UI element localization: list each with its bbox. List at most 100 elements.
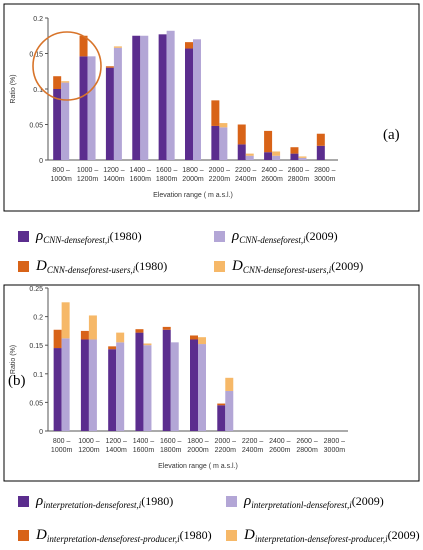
legend-subscript: interpretationl-denseforest,i xyxy=(251,500,352,510)
bar-d-2009 xyxy=(61,81,70,83)
chart-b: 0 0.05 0.1 0.15 0.2 0.25 Ratio (%) 800 – 1000m 10… xyxy=(3,284,420,482)
legend-subscript: interpretation-denseforest-producer,i xyxy=(254,534,388,544)
bar-d-1980 xyxy=(217,403,226,406)
chart-frame xyxy=(3,284,420,482)
bar-d-1980 xyxy=(53,329,62,349)
bar-d-1980 xyxy=(264,130,273,153)
bar-rho-1980 xyxy=(316,145,325,160)
legend-swatch xyxy=(214,261,225,272)
y-axis-label: Ratio (%) xyxy=(10,74,17,103)
legend-symbol: ρ xyxy=(232,228,240,244)
x-tick-label: 2400 – xyxy=(269,438,291,445)
y-tick-label: 0.2 xyxy=(33,315,43,322)
bar-d-2009 xyxy=(116,332,125,343)
x-tick-label: 2000m xyxy=(187,447,209,454)
x-tick-label: 2200 – xyxy=(235,167,257,174)
y-tick-label: 0.25 xyxy=(29,286,43,293)
bar-d-1980 xyxy=(108,346,117,350)
x-tick-label: 1000 – xyxy=(78,438,100,445)
legend-b-item-3: Dinterpretation-denseforest-producer,i(1… xyxy=(18,527,212,544)
bar-rho-2009 xyxy=(170,342,179,431)
y-tick-label: 0.15 xyxy=(29,52,43,59)
bar-rho-2009 xyxy=(245,155,254,160)
chart-frame xyxy=(3,3,420,212)
bar-d-1980 xyxy=(190,335,198,340)
y-tick-label: 0 xyxy=(39,429,43,436)
x-tick-label: 1800 – xyxy=(182,167,204,174)
y-tick-label: 0.15 xyxy=(29,343,43,350)
x-tick-label: 1000m xyxy=(50,176,72,183)
legend-symbol: ρ xyxy=(36,228,44,244)
y-tick-label: 0.1 xyxy=(33,372,43,379)
x-tick-label: 1600 – xyxy=(160,438,182,445)
legend-swatch xyxy=(214,231,225,242)
bar-rho-2009 xyxy=(143,345,152,431)
x-tick-label: 2600 – xyxy=(288,167,310,174)
x-tick-label: 1000 – xyxy=(77,167,99,174)
x-tick-label: 2800m xyxy=(296,447,318,454)
x-tick-label: 2200m xyxy=(209,176,231,183)
x-tick-label: 2800 – xyxy=(324,438,346,445)
x-tick-label: 1800m xyxy=(156,176,178,183)
bar-rho-2009 xyxy=(116,342,125,431)
bar-d-1980 xyxy=(80,330,89,340)
legend-swatch xyxy=(18,231,29,242)
legend-symbol: ρ xyxy=(244,493,252,509)
legend-subscript: CNN-denseforest-users,i xyxy=(46,265,136,275)
bar-rho-2009 xyxy=(140,35,149,160)
legend-swatch xyxy=(226,530,237,541)
legend-year: (2009) xyxy=(305,229,338,243)
x-tick-label: 1600m xyxy=(130,176,152,183)
bar-rho-1980 xyxy=(158,34,167,160)
legend-a-item-1: ρCNN-denseforest,i(1980) xyxy=(18,228,142,245)
x-tick-label: 2600m xyxy=(269,447,291,454)
legend-b-item-2: ρinterpretationl-denseforest,i(2009) xyxy=(226,493,384,510)
legend-subscript: interpretation-denseforest-producer,i xyxy=(46,534,180,544)
y-tick-label: 0.2 xyxy=(33,16,43,23)
bar-rho-1980 xyxy=(217,405,226,431)
bar-d-2009 xyxy=(61,302,70,339)
x-tick-label: 1200m xyxy=(78,447,100,454)
bar-d-1980 xyxy=(135,329,144,333)
x-tick-label: 1400m xyxy=(105,447,127,454)
x-tick-label: 2000m xyxy=(182,176,204,183)
bar-d-1980 xyxy=(105,66,114,68)
bar-rho-1980 xyxy=(80,339,89,431)
legend-symbol: D xyxy=(232,258,243,274)
x-tick-label: 800 – xyxy=(52,167,70,174)
y-tick-label: 0.05 xyxy=(29,123,43,130)
bar-d-2009 xyxy=(225,377,234,391)
panel-label-b: (b) xyxy=(8,373,26,389)
y-tick-label: 0.05 xyxy=(29,400,43,407)
x-tick-label: 1200 – xyxy=(103,167,125,174)
bar-d-2009 xyxy=(88,315,97,340)
bar-d-1980 xyxy=(237,124,246,145)
bar-rho-2009 xyxy=(198,344,206,431)
bar-rho-2009 xyxy=(219,127,228,160)
bar-d-1980 xyxy=(316,133,325,146)
legend-year: (2009) xyxy=(351,494,384,508)
x-tick-label: 3000m xyxy=(314,176,336,183)
x-tick-label: 1600 – xyxy=(156,167,178,174)
bar-rho-2009 xyxy=(61,338,70,431)
bar-d-1980 xyxy=(185,42,193,49)
bar-rho-1980 xyxy=(132,35,141,160)
bar-d-2009 xyxy=(298,156,307,158)
legend-b-item-4: Dinterpretation-denseforest-producer,i(2… xyxy=(226,527,420,544)
x-tick-label: 1400 – xyxy=(133,438,155,445)
legend-symbol: ρ xyxy=(36,493,44,509)
x-tick-label: 800 – xyxy=(53,438,71,445)
legend-subscript: CNN-denseforest,i xyxy=(239,235,306,245)
legend-swatch xyxy=(18,261,29,272)
bar-rho-1980 xyxy=(290,153,299,160)
x-tick-label: 2800m xyxy=(288,176,310,183)
bar-rho-2009 xyxy=(88,339,97,431)
y-tick-label: 0 xyxy=(39,158,43,165)
bar-d-1980 xyxy=(211,100,220,126)
bar-d-2009 xyxy=(143,343,152,346)
bar-rho-1980 xyxy=(108,349,117,431)
legend-a-item-2: ρCNN-denseforest,i(2009) xyxy=(214,228,338,245)
x-tick-label: 2400m xyxy=(242,447,264,454)
x-tick-label: 1600m xyxy=(133,447,155,454)
bar-d-2009 xyxy=(198,337,206,345)
